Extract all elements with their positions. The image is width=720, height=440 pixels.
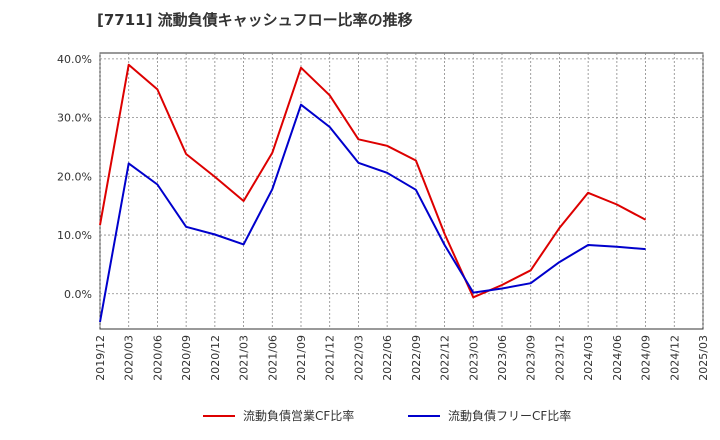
x-tick-label: 2021/12	[324, 335, 337, 381]
x-tick-label: 2021/06	[266, 335, 279, 381]
x-tick-label: 2022/06	[381, 335, 394, 381]
x-tick-label: 2022/12	[439, 335, 452, 381]
x-tick-label: 2023/06	[496, 335, 509, 381]
x-tick-label: 2024/06	[611, 335, 624, 381]
series-line-2	[99, 103, 646, 323]
x-tick-label: 2024/09	[640, 335, 653, 381]
x-tick-label: 2022/03	[352, 335, 365, 381]
x-tick-label: 2023/09	[525, 335, 538, 381]
x-tick-label: 2020/12	[209, 335, 222, 381]
x-tick-label: 2024/12	[668, 335, 681, 381]
x-tick-label: 2020/06	[151, 335, 164, 381]
x-tick-label: 2020/03	[123, 335, 136, 381]
series-line-1	[99, 63, 647, 299]
x-tick-label: 2023/03	[467, 335, 480, 381]
x-tick-label: 2023/12	[553, 335, 566, 381]
x-tick-label: 2022/09	[410, 335, 423, 381]
x-tick-label: 2021/09	[295, 335, 308, 381]
x-tick-label: 2024/03	[582, 335, 595, 381]
x-tick-label: 2020/09	[180, 335, 193, 381]
x-tick-label: 2021/03	[238, 335, 251, 381]
y-tick-label: 20.0%	[57, 170, 92, 183]
y-tick-label: 0.0%	[64, 288, 92, 301]
x-tick-label: 2019/12	[94, 335, 107, 381]
plot-area	[99, 52, 704, 330]
y-tick-label: 10.0%	[57, 229, 92, 242]
y-tick-label: 40.0%	[57, 53, 92, 66]
y-tick-label: 30.0%	[57, 112, 92, 125]
x-tick-label: 2025/03	[697, 335, 710, 381]
chart-title: [7711] 流動負債キャッシュフロー比率の推移	[97, 11, 413, 29]
legend-label-1: 流動負債営業CF比率	[243, 408, 354, 423]
legend-label-2: 流動負債フリーCF比率	[448, 408, 571, 423]
